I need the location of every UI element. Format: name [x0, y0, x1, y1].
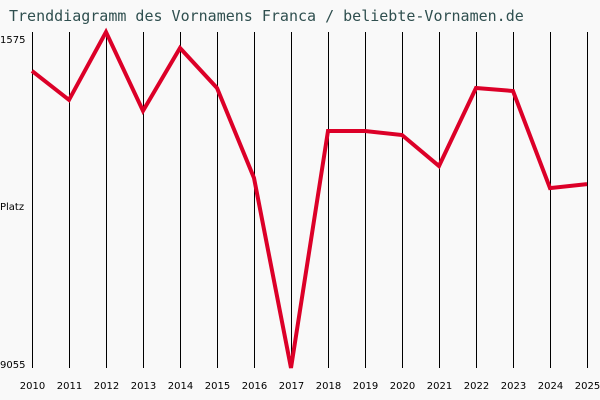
y-axis-bottom-label: 9055: [0, 360, 26, 371]
x-axis-label: 2018: [315, 381, 342, 392]
trend-line: [30, 27, 588, 369]
y-axis-label: Platz: [0, 202, 25, 213]
x-axis-label: 2012: [93, 381, 120, 392]
x-axis-label: 2019: [352, 381, 379, 392]
x-axis-label: 2016: [241, 381, 268, 392]
chart-title: Trenddiagramm des Vornamens Franca / bel…: [9, 7, 524, 25]
x-axis-label: 2022: [463, 381, 490, 392]
y-axis-top-label: 1575: [0, 35, 26, 46]
x-axis-label: 2013: [130, 381, 157, 392]
x-axis-label: 2011: [56, 381, 83, 392]
x-axis-label: 2023: [500, 381, 527, 392]
x-axis-label: 2010: [19, 381, 46, 392]
x-axis-label: 2025: [574, 381, 600, 392]
x-axis-label: 2017: [278, 381, 305, 392]
x-axis-label: 2024: [537, 381, 564, 392]
x-axis-label: 2021: [426, 381, 453, 392]
x-axis-label: 2014: [167, 381, 194, 392]
x-axis-label: 2015: [204, 381, 231, 392]
x-axis-label: 2020: [389, 381, 416, 392]
